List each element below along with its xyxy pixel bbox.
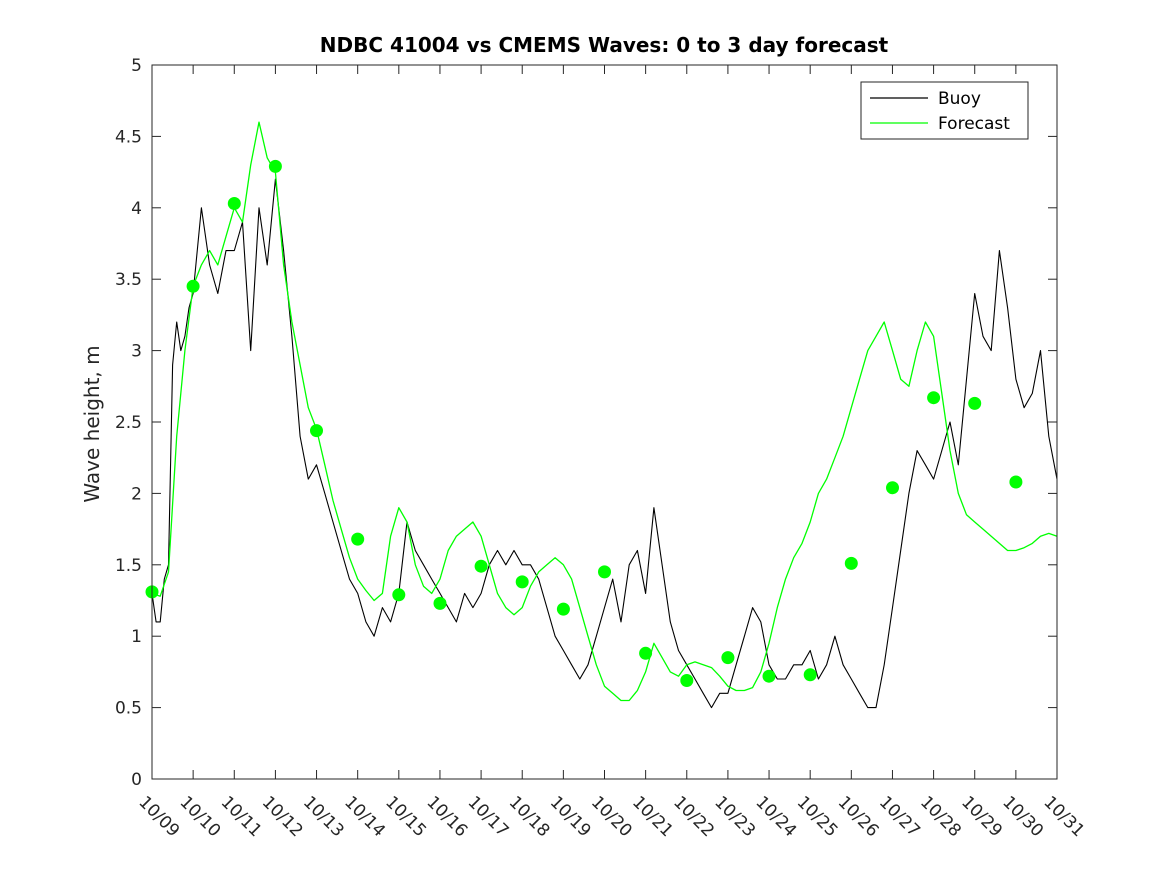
forecast-point xyxy=(762,669,776,683)
legend-label-buoy: Buoy xyxy=(938,89,981,109)
forecast-point xyxy=(680,674,694,687)
y-tick-label: 2 xyxy=(131,484,142,504)
forecast-point xyxy=(515,575,529,589)
forecast-point xyxy=(227,197,241,210)
forecast-point xyxy=(186,279,200,293)
y-tick-label: 5 xyxy=(131,56,142,76)
forecast-point xyxy=(721,651,735,665)
legend: Buoy Forecast xyxy=(860,81,1029,140)
y-tick-label: 1 xyxy=(131,627,142,647)
forecast-point xyxy=(844,556,858,570)
y-tick-label: 0.5 xyxy=(115,699,142,719)
forecast-point xyxy=(1009,475,1023,489)
forecast-point xyxy=(310,424,323,438)
forecast-point xyxy=(433,596,447,610)
y-tick-label: 3 xyxy=(131,342,142,362)
forecast-point xyxy=(803,668,817,682)
y-axis-label: Wave height, m xyxy=(80,345,104,502)
y-tick-label: 2.5 xyxy=(115,413,142,433)
forecast-point xyxy=(886,481,899,495)
series-line-forecast xyxy=(151,121,1058,702)
forecast-point xyxy=(968,396,982,410)
legend-box xyxy=(860,81,1029,140)
chart-title: NDBC 41004 vs CMEMS Waves: 0 to 3 day fo… xyxy=(320,33,889,57)
forecast-point xyxy=(598,565,611,579)
y-tick-label: 4.5 xyxy=(115,127,142,147)
y-tick-label: 3.5 xyxy=(115,270,142,290)
y-tick-label: 4 xyxy=(131,199,142,219)
y-tick-label: 0 xyxy=(131,770,142,790)
series-line-buoy xyxy=(151,178,1058,709)
forecast-point xyxy=(639,646,653,660)
forecast-point xyxy=(392,588,406,602)
forecast-point xyxy=(927,391,941,405)
forecast-point xyxy=(556,602,570,616)
forecast-point xyxy=(474,559,488,573)
legend-label-forecast: Forecast xyxy=(938,114,1010,134)
forecast-point xyxy=(351,532,365,546)
forecast-point xyxy=(268,159,282,173)
y-tick-label: 1.5 xyxy=(115,556,142,576)
